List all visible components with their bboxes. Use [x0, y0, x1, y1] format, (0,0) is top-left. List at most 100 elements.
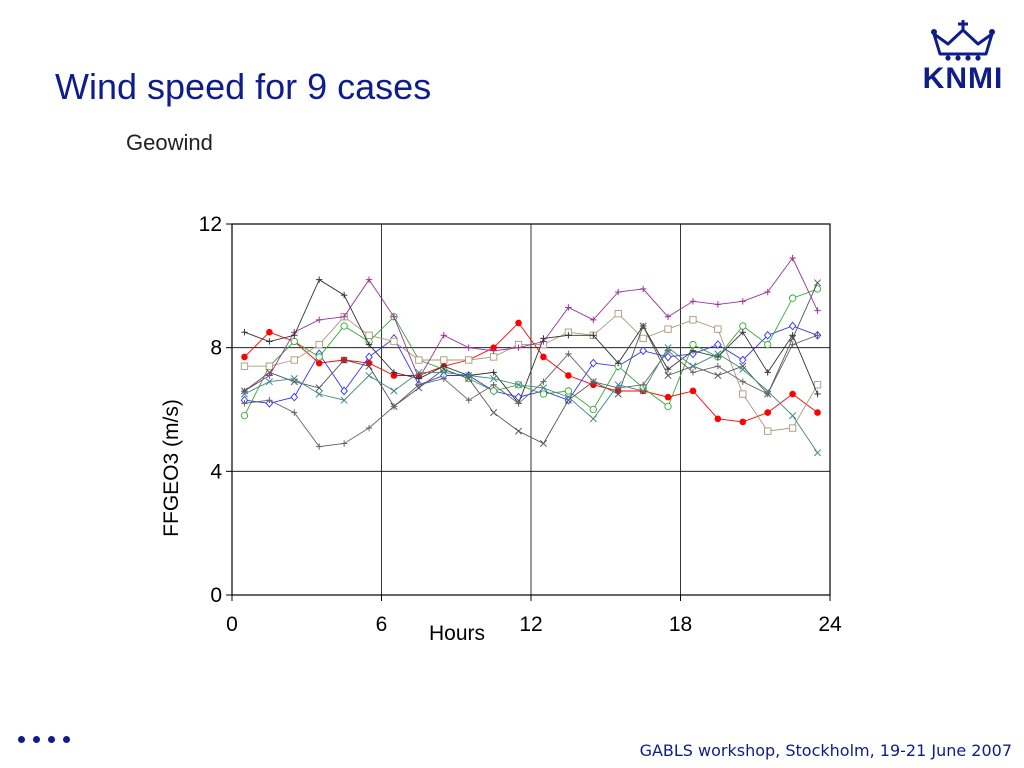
data-point	[365, 341, 373, 348]
chart-title: Geowind	[126, 130, 213, 155]
data-point	[539, 390, 548, 398]
data-point	[465, 371, 473, 380]
data-point	[789, 334, 797, 342]
series-line	[244, 325, 818, 404]
data-point	[515, 319, 522, 327]
data-point	[813, 381, 822, 389]
data-point	[490, 381, 497, 388]
data-point	[340, 440, 348, 447]
data-point	[465, 375, 473, 383]
data-point	[390, 387, 398, 395]
data-point	[814, 307, 821, 314]
x-tick-label: 12	[519, 613, 542, 636]
data-point	[365, 352, 373, 362]
data-point	[763, 330, 772, 340]
data-point	[664, 344, 672, 352]
data-point	[739, 322, 747, 330]
slide-title: Wind speed for 9 cases	[55, 66, 432, 107]
data-point	[539, 384, 548, 392]
data-point	[714, 363, 722, 370]
data-point	[739, 365, 747, 373]
data-point	[590, 378, 597, 385]
data-point	[714, 371, 722, 380]
data-point	[789, 341, 796, 348]
data-point	[565, 332, 572, 339]
data-point	[639, 381, 647, 388]
data-point	[589, 405, 597, 414]
data-point	[290, 392, 299, 402]
x-tick-label: 24	[818, 613, 842, 636]
data-point	[540, 335, 547, 342]
data-point	[764, 288, 771, 296]
y-axis-label: FFGEO3 (m/s)	[160, 399, 183, 537]
data-point	[489, 387, 498, 395]
data-point	[316, 316, 323, 324]
data-point	[539, 439, 548, 448]
data-point	[465, 344, 472, 351]
data-point	[664, 352, 672, 362]
y-tick-label: 0	[210, 584, 222, 607]
data-point	[714, 340, 722, 349]
data-point	[241, 353, 248, 361]
data-point	[764, 340, 772, 349]
data-point	[739, 390, 747, 398]
data-point	[315, 384, 323, 392]
data-point	[764, 427, 772, 435]
data-point	[639, 387, 647, 395]
data-point	[465, 356, 473, 364]
data-point	[465, 397, 472, 404]
data-point	[291, 332, 298, 339]
data-point	[739, 298, 746, 305]
data-point	[813, 279, 822, 287]
data-point	[415, 368, 423, 376]
data-point	[489, 353, 498, 361]
y-tick-label: 12	[199, 213, 222, 236]
data-point	[639, 322, 647, 330]
data-point	[440, 332, 447, 339]
data-point	[415, 375, 423, 382]
data-point	[440, 365, 448, 373]
data-point	[689, 369, 697, 376]
data-point	[714, 325, 722, 333]
data-point	[365, 362, 373, 370]
data-point	[265, 378, 273, 386]
data-point	[340, 356, 348, 364]
crown-icon	[931, 20, 995, 61]
data-point	[340, 386, 348, 396]
data-point	[290, 337, 298, 346]
data-point	[788, 294, 797, 302]
data-point	[764, 409, 772, 416]
y-tick-label: 4	[210, 460, 222, 483]
data-point	[664, 366, 672, 373]
data-point	[340, 313, 348, 320]
series-line	[244, 279, 818, 405]
data-point	[440, 356, 448, 364]
data-point	[365, 371, 373, 380]
series-line	[244, 288, 818, 416]
data-point	[589, 358, 598, 368]
data-point	[564, 396, 572, 404]
data-point	[764, 390, 771, 398]
data-point	[664, 313, 672, 320]
data-point	[365, 276, 373, 283]
data-point	[240, 390, 249, 398]
data-point	[564, 387, 573, 395]
data-point	[266, 372, 273, 379]
series-line	[244, 334, 818, 448]
dot-icon	[33, 736, 40, 743]
dot-icon	[48, 736, 55, 743]
series-6	[241, 276, 821, 407]
data-point	[490, 409, 498, 417]
data-point	[241, 400, 248, 407]
data-point	[788, 424, 797, 432]
wind-speed-chart: Geowind Hours FFGEO3 (m/s) 0 6 12 18 24 0 4 8 12	[120, 120, 860, 660]
series-8	[241, 332, 821, 450]
data-point	[564, 393, 572, 401]
data-point	[664, 371, 672, 380]
x-tick-label: 0	[226, 613, 238, 636]
data-point	[689, 340, 697, 349]
data-point	[240, 362, 249, 370]
dot-icon	[18, 736, 25, 743]
data-point	[590, 332, 597, 339]
data-point	[514, 427, 523, 435]
